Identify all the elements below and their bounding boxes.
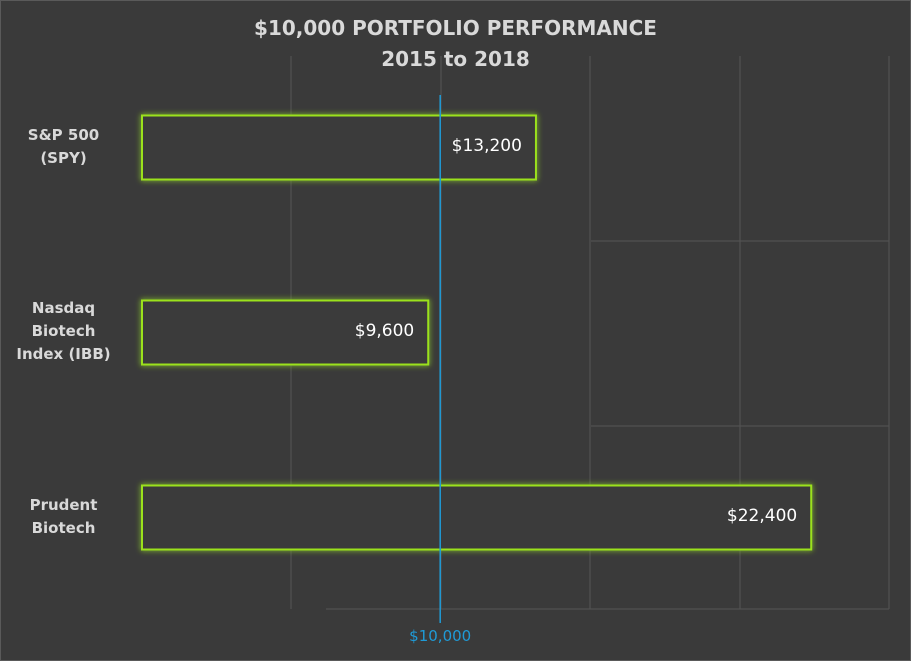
bar-value-label: $13,200 — [451, 135, 522, 156]
bar-value-label: $9,600 — [354, 320, 415, 341]
category-label: Prudent Biotech — [1, 494, 126, 540]
reference-line-label: $10,000 — [409, 627, 472, 645]
chart-title: $10,000 PORTFOLIO PERFORMANCE 2015 to 20… — [1, 13, 910, 75]
category-label-line: (SPY) — [40, 148, 87, 167]
bar-value-label: $22,400 — [726, 505, 798, 526]
category-label-line: Biotech — [31, 518, 96, 537]
bar — [141, 299, 430, 366]
category-label-line: Prudent — [29, 495, 98, 514]
category-label: S&P 500 (SPY) — [1, 124, 126, 170]
bar — [141, 484, 813, 551]
category-label-line: S&P 500 — [27, 125, 100, 144]
bars — [141, 114, 813, 551]
category-label-line: Index (IBB) — [16, 345, 111, 363]
chart-title-line-2: 2015 to 2018 — [381, 47, 530, 71]
category-label-line: Biotech — [31, 322, 96, 340]
bar — [141, 114, 537, 181]
category-label: Nasdaq Biotech Index (IBB) — [1, 297, 126, 366]
category-label-line: Nasdaq — [31, 299, 96, 317]
chart-title-line-1: $10,000 PORTFOLIO PERFORMANCE — [254, 16, 657, 40]
